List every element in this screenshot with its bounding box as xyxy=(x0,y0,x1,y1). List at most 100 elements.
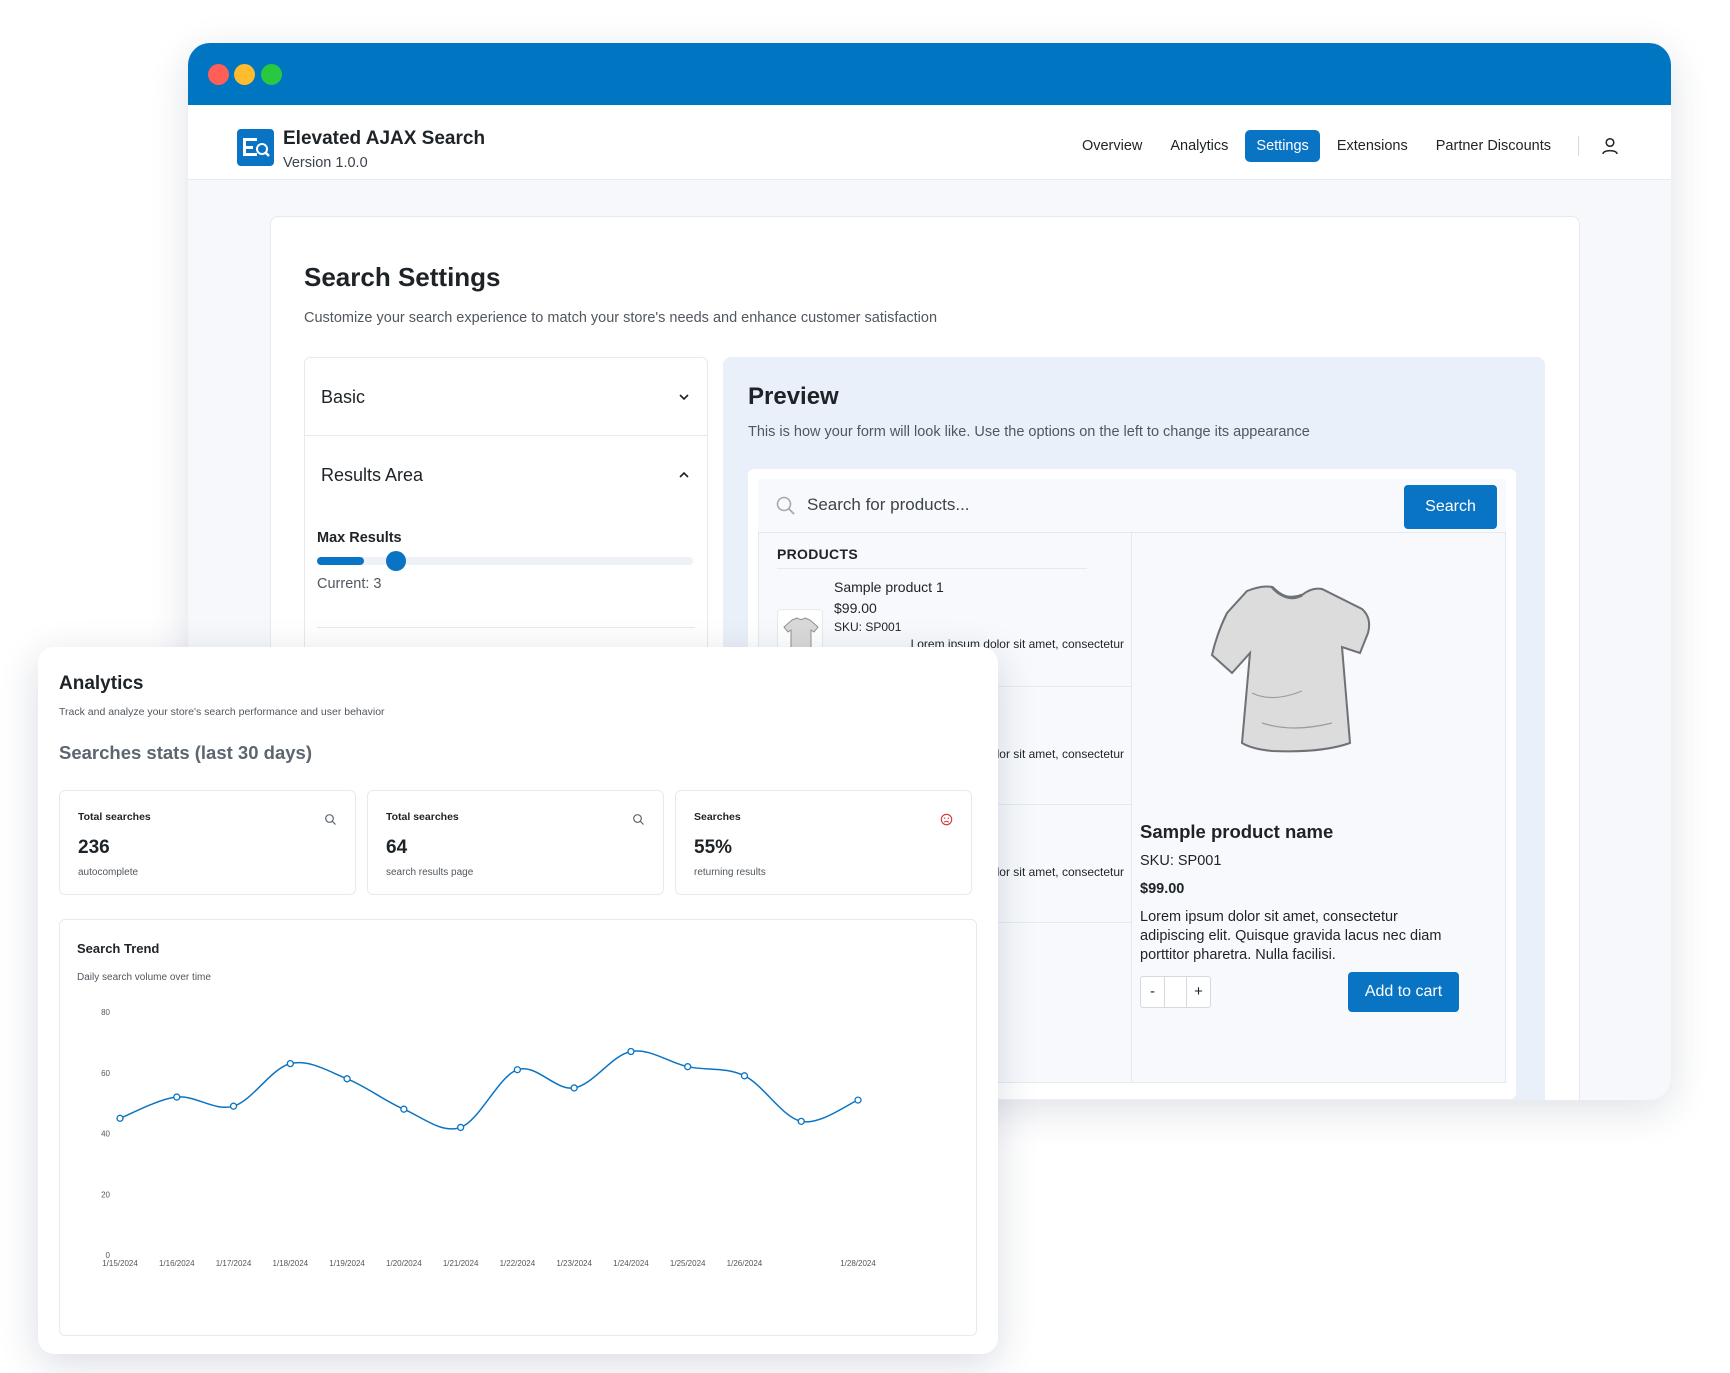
page-title: Search Settings xyxy=(304,262,501,292)
preview-title: Preview xyxy=(748,383,839,410)
x-tick-label: 1/28/2024 xyxy=(840,1259,876,1268)
result-name: Sample product 1 xyxy=(834,579,944,595)
x-tick-label: 1/22/2024 xyxy=(500,1259,536,1268)
nav-analytics[interactable]: Analytics xyxy=(1170,138,1229,154)
max-results-slider[interactable] xyxy=(317,551,693,571)
nav-settings[interactable]: Settings xyxy=(1245,130,1320,162)
stat-label: Total searches xyxy=(78,811,151,823)
page-subtitle: Customize your search experience to matc… xyxy=(304,310,938,326)
results-heading-divider xyxy=(777,568,1087,569)
max-results-slider-fill xyxy=(317,557,364,565)
quantity-input[interactable] xyxy=(1164,977,1187,1007)
accordion-basic[interactable]: Basic xyxy=(305,358,707,436)
trend-data-point[interactable] xyxy=(797,1117,805,1126)
trend-data-point[interactable] xyxy=(343,1075,351,1083)
accordion-basic-label: Basic xyxy=(321,387,366,407)
search-input[interactable]: Search for products... xyxy=(807,495,970,514)
trend-data-point[interactable] xyxy=(684,1063,692,1071)
app-header: Elevated AJAX Search Version 1.0.0 Overv… xyxy=(188,105,1671,180)
search-icon xyxy=(325,814,336,825)
sad-face-icon xyxy=(940,813,953,826)
add-to-cart-button[interactable]: Add to cart xyxy=(1348,972,1459,1012)
detail-price: $99.00 xyxy=(1140,881,1185,897)
trend-data-point[interactable] xyxy=(854,1096,862,1104)
app-title: Elevated AJAX Search xyxy=(283,128,486,149)
x-tick-label: 1/18/2024 xyxy=(273,1259,309,1268)
max-results-slider-thumb[interactable] xyxy=(386,551,406,571)
max-results-current: Current: 3 xyxy=(317,576,382,592)
trend-data-point[interactable] xyxy=(627,1047,635,1056)
product-image xyxy=(1210,585,1371,753)
minimize-window-button[interactable] xyxy=(234,64,255,85)
accordion-results-area[interactable]: Results Area xyxy=(305,436,707,514)
close-window-button[interactable] xyxy=(208,64,229,85)
max-results-label: Max Results xyxy=(317,530,402,546)
trend-data-point[interactable] xyxy=(173,1093,181,1101)
stat-card-autocomplete: Total searches 236 autocomplete xyxy=(59,790,356,895)
detail-sku: SKU: SP001 xyxy=(1140,853,1222,869)
detail-description: Lorem ipsum dolor sit amet, consectetur … xyxy=(1140,909,1442,963)
stat-value: 55% xyxy=(694,837,733,858)
trend-title: Search Trend xyxy=(77,941,160,956)
nav-divider xyxy=(1578,136,1579,156)
trend-data-point[interactable] xyxy=(400,1105,408,1113)
x-tick-label: 1/23/2024 xyxy=(556,1259,592,1268)
stat-value: 236 xyxy=(78,837,110,858)
analytics-panel: Analytics Track and analyze your store's… xyxy=(38,647,998,1354)
search-trend-card: Search Trend Daily search volume over ti… xyxy=(59,919,977,1336)
search-icon xyxy=(633,814,644,825)
stat-label: Total searches xyxy=(386,811,459,823)
accordion-divider xyxy=(317,627,695,628)
stat-note: autocomplete xyxy=(78,867,139,878)
detail-product-name: Sample product name xyxy=(1140,821,1334,842)
maximize-window-button[interactable] xyxy=(261,64,282,85)
y-tick-label: 0 xyxy=(106,1251,111,1260)
user-account-icon[interactable] xyxy=(1599,135,1621,157)
nav-extensions[interactable]: Extensions xyxy=(1336,138,1408,154)
x-tick-label: 1/26/2024 xyxy=(727,1259,763,1268)
x-tick-label: 1/25/2024 xyxy=(670,1259,706,1268)
trend-data-point[interactable] xyxy=(286,1059,294,1068)
stat-label: Searches xyxy=(694,811,741,823)
trend-data-point[interactable] xyxy=(456,1123,465,1132)
trend-data-point[interactable] xyxy=(740,1072,749,1080)
stat-note: returning results xyxy=(694,867,766,878)
search-button[interactable]: Search xyxy=(1404,485,1497,529)
y-tick-label: 20 xyxy=(101,1190,110,1199)
product-detail: Sample product name SKU: SP001 $99.00 Lo… xyxy=(1132,533,1507,1083)
quantity-stepper: - + xyxy=(1140,976,1211,1008)
stat-value: 64 xyxy=(386,837,408,858)
chevron-down-icon xyxy=(679,394,689,401)
result-price: $99.00 xyxy=(834,600,877,616)
trend-data-point[interactable] xyxy=(513,1066,522,1074)
search-icon xyxy=(776,496,795,515)
result-sku: SKU: SP001 xyxy=(834,620,902,634)
stat-card-returning-results: Searches 55% returning results xyxy=(675,790,972,895)
x-tick-label: 1/24/2024 xyxy=(613,1259,649,1268)
analytics-subtitle: Track and analyze your store's search pe… xyxy=(59,706,385,718)
y-tick-label: 80 xyxy=(101,1008,110,1017)
trend-data-point[interactable] xyxy=(116,1114,124,1122)
quantity-increase-button[interactable]: + xyxy=(1194,983,1203,1000)
y-tick-label: 60 xyxy=(101,1069,110,1078)
quantity-decrease-button[interactable]: - xyxy=(1150,983,1155,1000)
results-heading: PRODUCTS xyxy=(777,546,858,562)
trend-data-point[interactable] xyxy=(570,1084,578,1092)
x-tick-label: 1/16/2024 xyxy=(159,1259,195,1268)
stat-note: search results page xyxy=(386,867,474,878)
chevron-up-icon xyxy=(679,471,689,478)
y-tick-label: 40 xyxy=(101,1130,110,1139)
nav-overview[interactable]: Overview xyxy=(1081,138,1143,154)
stats-title: Searches stats (last 30 days) xyxy=(59,742,312,763)
preview-search-bar: Search for products... Search xyxy=(758,479,1506,533)
x-tick-label: 1/17/2024 xyxy=(216,1259,252,1268)
nav-partner-discounts[interactable]: Partner Discounts xyxy=(1435,138,1551,154)
main-nav: Overview Analytics Settings Extensions P… xyxy=(1071,130,1621,162)
trend-data-point[interactable] xyxy=(229,1102,238,1110)
x-tick-label: 1/15/2024 xyxy=(102,1259,138,1268)
trend-subtitle: Daily search volume over time xyxy=(77,972,211,983)
x-tick-label: 1/19/2024 xyxy=(329,1259,365,1268)
accordion-results-area-label: Results Area xyxy=(321,465,424,485)
trend-series-line xyxy=(119,1050,859,1130)
x-tick-label: 1/20/2024 xyxy=(386,1259,422,1268)
